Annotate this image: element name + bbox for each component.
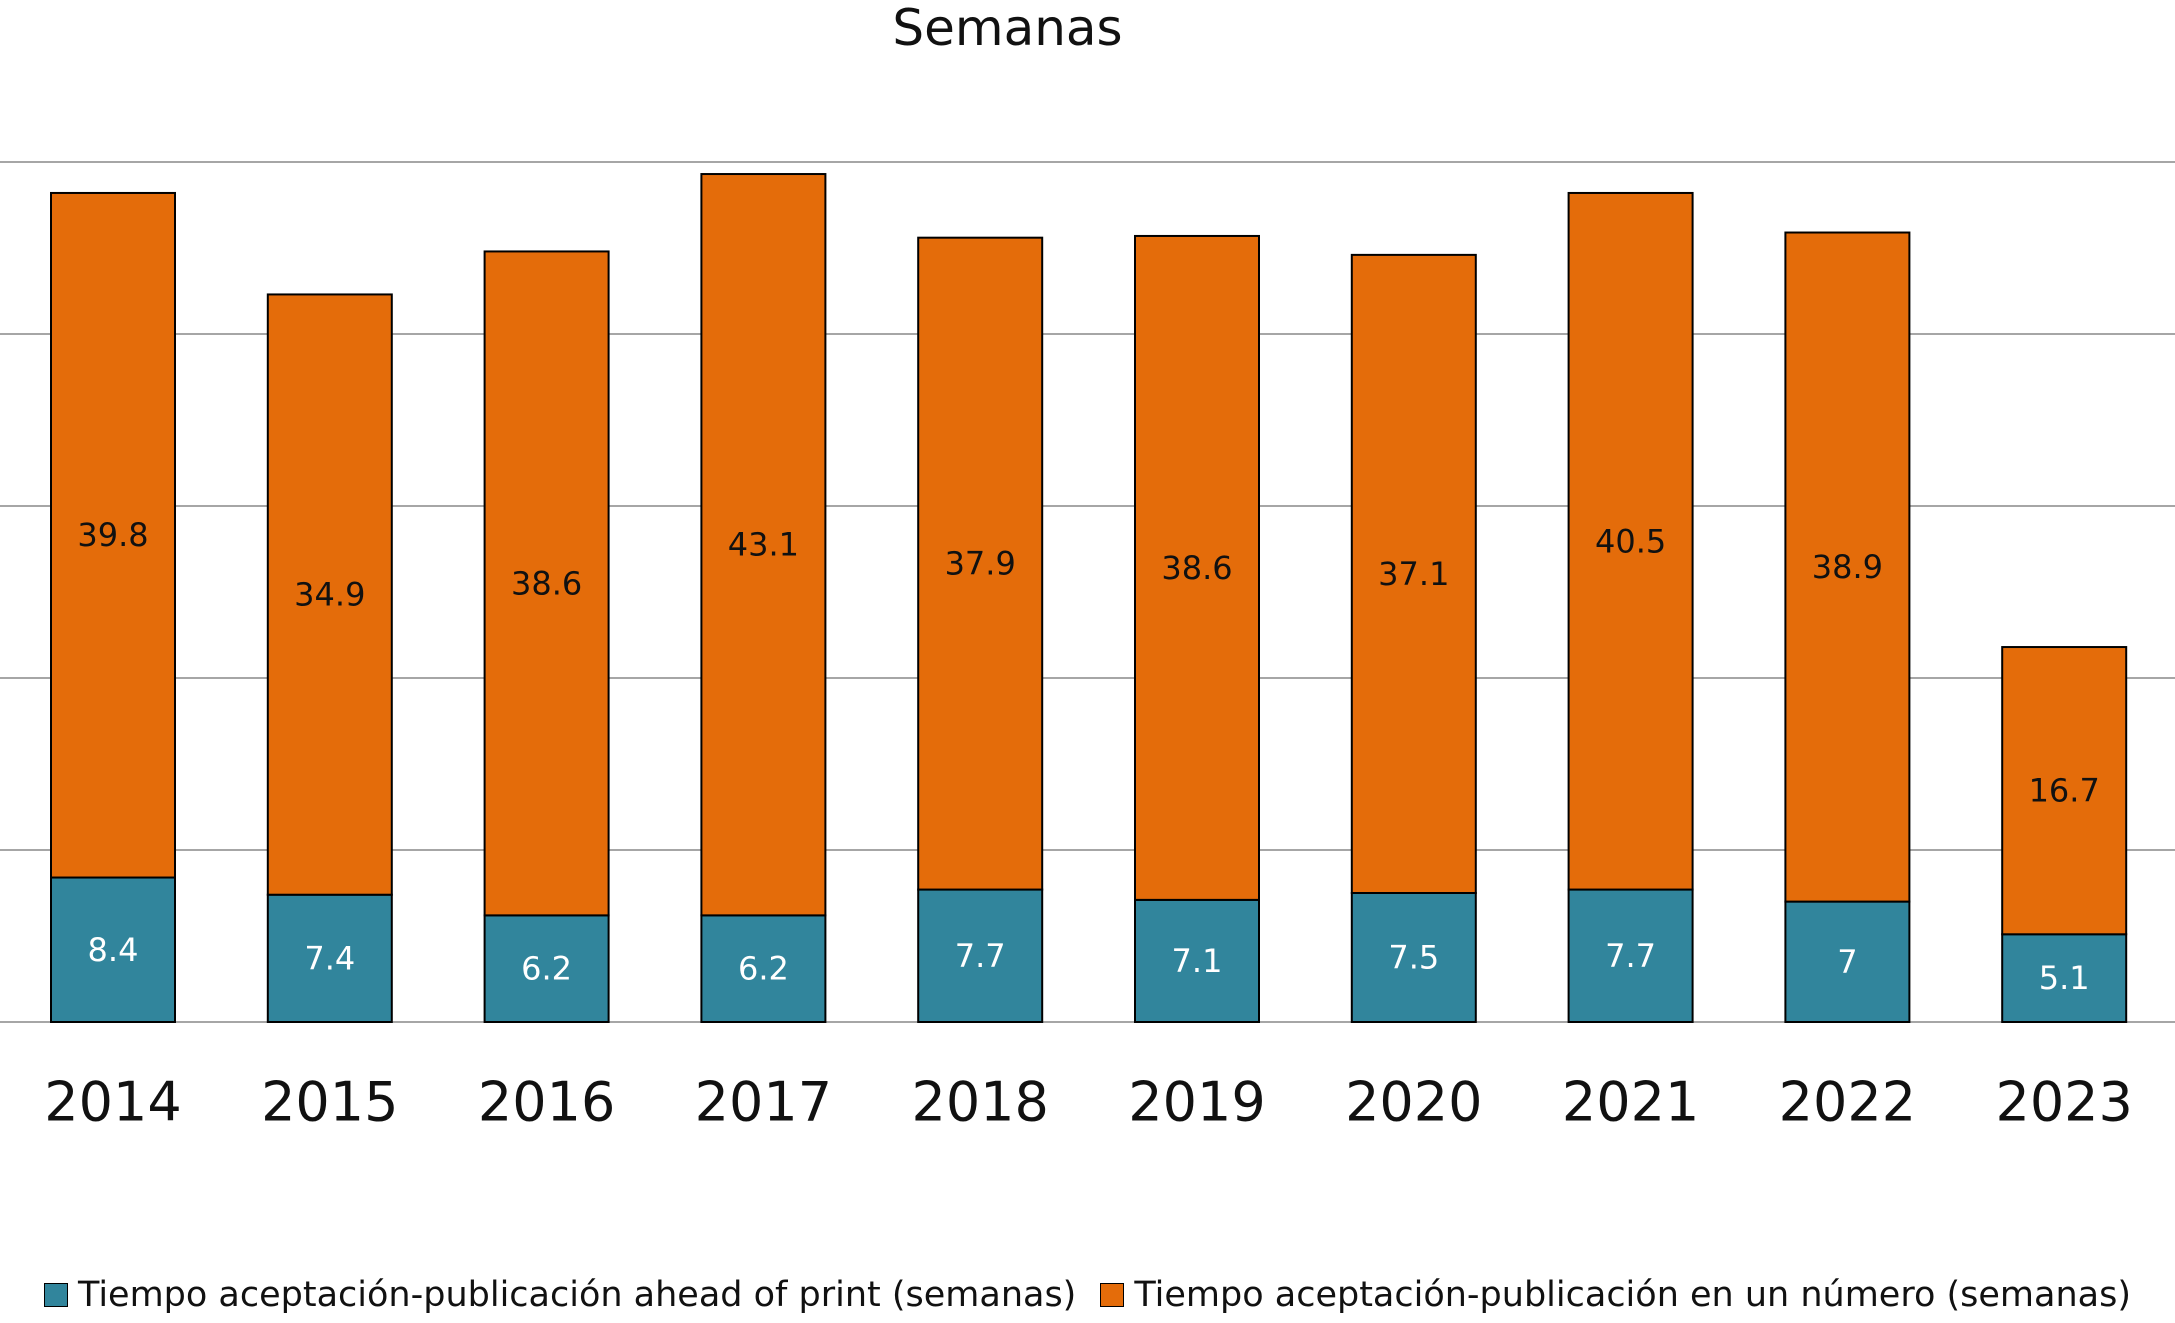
bar-segment-en-un-numero-2018 (917, 236, 1044, 891)
legend-swatch-ahead-of-print (44, 1283, 69, 1307)
bar-segment-ahead-of-print-2016 (483, 914, 610, 1023)
data-label: 38.6 (1161, 549, 1232, 587)
legend-label-ahead-of-print: Tiempo aceptación-publicación ahead of p… (78, 1275, 1077, 1315)
legend: Tiempo aceptación-publicación ahead of p… (0, 1275, 2175, 1315)
data-label: 7.1 (1172, 942, 1223, 980)
data-label: 37.9 (945, 545, 1016, 583)
bar-segment-ahead-of-print-2023 (2001, 933, 2128, 1024)
bar-segment-ahead-of-print-2021 (1567, 888, 1694, 1023)
x-axis-tick-labels: 2014 2015 2016 2017 2018 2019 2020 2021 2022 2023 (44, 1071, 2133, 1134)
data-label: 7.7 (1605, 937, 1656, 975)
bar-segment-en-un-numero-2015 (266, 293, 393, 896)
bar-segment-en-un-numero-2016 (483, 250, 610, 917)
data-label: 34.9 (294, 576, 365, 614)
data-label: 16.7 (2029, 772, 2100, 810)
bar-segment-en-un-numero-2021 (1567, 191, 1694, 891)
x-tick-label-2020: 2020 (1345, 1071, 1482, 1134)
legend-label-en-un-numero: Tiempo aceptación-publicación en un núme… (1134, 1275, 2131, 1315)
bar-segment-ahead-of-print-2014 (50, 876, 176, 1024)
legend-item-ahead-of-print: Tiempo aceptación-publicación ahead of p… (44, 1275, 1076, 1315)
data-label: 37.1 (1378, 555, 1449, 593)
data-label: 7.5 (1388, 939, 1439, 977)
legend-swatch-en-un-numero (1100, 1283, 1125, 1307)
bar-segment-en-un-numero-2014 (50, 191, 176, 879)
x-tick-label-2016: 2016 (478, 1071, 615, 1134)
data-label: 7.4 (304, 939, 355, 977)
data-label: 40.5 (1595, 522, 1666, 560)
x-tick-label-2023: 2023 (1995, 1071, 2132, 1134)
data-label: 7 (1837, 943, 1857, 981)
x-tick-label-2015: 2015 (261, 1071, 398, 1134)
bar-segment-ahead-of-print-2015 (266, 893, 393, 1023)
bar-segment-ahead-of-print-2018 (917, 888, 1044, 1023)
data-label: 7.7 (955, 937, 1006, 975)
x-tick-label-2021: 2021 (1562, 1071, 1699, 1134)
legend-item-en-un-numero: Tiempo aceptación-publicación en un núme… (1100, 1275, 2131, 1315)
x-tick-label-2017: 2017 (695, 1071, 832, 1134)
data-label: 5.1 (2039, 959, 2090, 997)
data-label: 6.2 (521, 950, 572, 988)
bar-segment-ahead-of-print-2022 (1784, 900, 1911, 1023)
chart-title: Semanas (892, 0, 1123, 57)
bar-segment-en-un-numero-2022 (1784, 231, 1911, 903)
bar-segment-en-un-numero-2019 (1134, 234, 1260, 901)
bar-segment-en-un-numero-2023 (2001, 646, 2128, 936)
x-tick-label-2014: 2014 (44, 1071, 181, 1134)
x-tick-label-2022: 2022 (1779, 1071, 1916, 1134)
bars (50, 173, 2128, 1024)
x-tick-label-2018: 2018 (911, 1071, 1048, 1134)
data-label: 43.1 (728, 526, 799, 564)
data-label: 38.9 (1812, 548, 1883, 586)
x-tick-label-2019: 2019 (1128, 1071, 1265, 1134)
data-label: 39.8 (77, 516, 148, 554)
data-labels: 8.4 39.8 7.4 34.9 6.2 38.6 6.2 43.1 7.7 37.9 7.1 38… (77, 516, 2099, 997)
data-label: 38.6 (511, 564, 582, 602)
data-label: 8.4 (88, 931, 139, 969)
bar-segment-en-un-numero-2020 (1350, 253, 1477, 894)
data-label: 6.2 (738, 950, 789, 988)
bar-segment-en-un-numero-2017 (700, 173, 827, 917)
